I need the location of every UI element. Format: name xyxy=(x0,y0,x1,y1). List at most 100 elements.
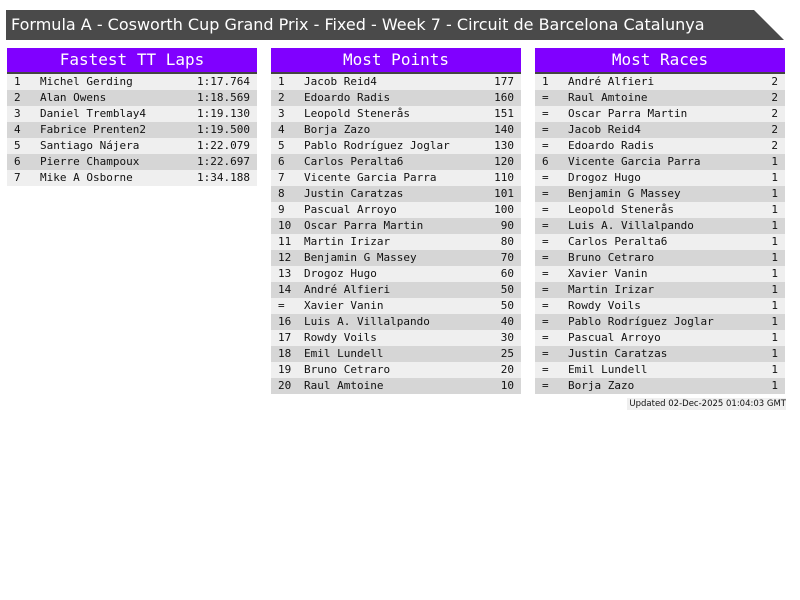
position-cell: 11 xyxy=(278,235,292,248)
driver-name-cell: Drogoz Hugo xyxy=(568,171,641,184)
value-cell: 110 xyxy=(494,171,514,184)
value-cell: 1 xyxy=(771,299,778,312)
table-row: 16 Luis A. Villalpando 40 xyxy=(271,314,521,330)
table-row: 12 Benjamin G Massey 70 xyxy=(271,250,521,266)
value-cell: 1 xyxy=(771,155,778,168)
driver-name-cell: Pablo Rodríguez Joglar xyxy=(568,315,714,328)
value-cell: 1 xyxy=(771,315,778,328)
position-cell: = xyxy=(542,187,549,200)
value-cell: 30 xyxy=(500,331,514,344)
position-cell: = xyxy=(542,331,549,344)
driver-name-cell: Oscar Parra Martin xyxy=(568,107,688,120)
table-row: 2 Alan Owens 1:18.569 xyxy=(7,90,257,106)
value-cell: 25 xyxy=(500,347,514,360)
position-cell: = xyxy=(278,299,285,312)
driver-name-cell: Justin Caratzas xyxy=(304,187,404,200)
driver-name-cell: Martin Irizar xyxy=(568,283,655,296)
position-cell: 3 xyxy=(278,107,285,120)
position-cell: = xyxy=(542,203,549,216)
table-row: 5 Pablo Rodríguez Joglar 130 xyxy=(271,138,521,154)
position-cell: 1 xyxy=(14,75,21,88)
position-cell: 20 xyxy=(278,379,292,392)
table-row: = Emil Lundell 1 xyxy=(535,362,785,378)
driver-name-cell: Justin Caratzas xyxy=(568,347,668,360)
position-cell: = xyxy=(542,171,549,184)
driver-name-cell: Michel Gerding xyxy=(40,75,133,88)
position-cell: 7 xyxy=(278,171,285,184)
value-cell: 140 xyxy=(494,123,514,136)
driver-name-cell: Jacob Reid4 xyxy=(304,75,377,88)
value-cell: 100 xyxy=(494,203,514,216)
value-cell: 1 xyxy=(771,331,778,344)
value-cell: 1:19.130 xyxy=(197,107,250,120)
value-cell: 1 xyxy=(771,171,778,184)
position-cell: = xyxy=(542,91,549,104)
value-cell: 50 xyxy=(500,283,514,296)
position-cell: 4 xyxy=(14,123,21,136)
driver-name-cell: André Alfieri xyxy=(304,283,391,296)
value-cell: 1:22.079 xyxy=(197,139,250,152)
table-row: 19 Bruno Cetraro 20 xyxy=(271,362,521,378)
table-row: 6 Pierre Champoux 1:22.697 xyxy=(7,154,257,170)
value-cell: 2 xyxy=(771,91,778,104)
value-cell: 2 xyxy=(771,107,778,120)
position-cell: = xyxy=(542,251,549,264)
driver-name-cell: Daniel Tremblay4 xyxy=(40,107,146,120)
driver-name-cell: Borja Zazo xyxy=(568,379,635,392)
position-cell: = xyxy=(542,267,549,280)
table-row: 13 Drogoz Hugo 60 xyxy=(271,266,521,282)
value-cell: 2 xyxy=(771,123,778,136)
table-row: = Oscar Parra Martin 2 xyxy=(535,106,785,122)
table-row: = Justin Caratzas 1 xyxy=(535,346,785,362)
value-cell: 1:17.764 xyxy=(197,75,250,88)
table-row: 1 Michel Gerding 1:17.764 xyxy=(7,74,257,90)
value-cell: 1:18.569 xyxy=(197,91,250,104)
position-cell: 6 xyxy=(278,155,285,168)
table-row: = Bruno Cetraro 1 xyxy=(535,250,785,266)
driver-name-cell: Pascual Arroyo xyxy=(304,203,397,216)
position-cell: 5 xyxy=(278,139,285,152)
driver-name-cell: Jacob Reid4 xyxy=(568,123,641,136)
value-cell: 1 xyxy=(771,379,778,392)
table-row: 3 Leopold Stenerås 151 xyxy=(271,106,521,122)
driver-name-cell: Xavier Vanin xyxy=(568,267,648,280)
driver-name-cell: Rowdy Voils xyxy=(568,299,641,312)
position-cell: 2 xyxy=(14,91,21,104)
table-row: 9 Pascual Arroyo 100 xyxy=(271,202,521,218)
position-cell: 5 xyxy=(14,139,21,152)
position-cell: 14 xyxy=(278,283,292,296)
table-row: = Edoardo Radis 2 xyxy=(535,138,785,154)
table-row: = Drogoz Hugo 1 xyxy=(535,170,785,186)
table-row: = Pascual Arroyo 1 xyxy=(535,330,785,346)
panel-heading: Most Races xyxy=(535,48,785,74)
position-cell: = xyxy=(542,379,549,392)
table-row: 7 Vicente Garcia Parra 110 xyxy=(271,170,521,186)
driver-name-cell: Pierre Champoux xyxy=(40,155,140,168)
driver-name-cell: Benjamin G Massey xyxy=(304,251,417,264)
value-cell: 70 xyxy=(500,251,514,264)
driver-name-cell: Pascual Arroyo xyxy=(568,331,661,344)
table-row: 14 André Alfieri 50 xyxy=(271,282,521,298)
driver-name-cell: Vicente Garcia Parra xyxy=(568,155,701,168)
value-cell: 1 xyxy=(771,267,778,280)
value-cell: 1:22.697 xyxy=(197,155,250,168)
table-row: 3 Daniel Tremblay4 1:19.130 xyxy=(7,106,257,122)
value-cell: 40 xyxy=(500,315,514,328)
page-title: Formula A - Cosworth Cup Grand Prix - Fi… xyxy=(6,10,784,40)
position-cell: = xyxy=(542,299,549,312)
value-cell: 177 xyxy=(494,75,514,88)
value-cell: 160 xyxy=(494,91,514,104)
table-row: = Luis A. Villalpando 1 xyxy=(535,218,785,234)
position-cell: 4 xyxy=(278,123,285,136)
table-row: 18 Emil Lundell 25 xyxy=(271,346,521,362)
driver-name-cell: Leopold Stenerås xyxy=(304,107,410,120)
value-cell: 1 xyxy=(771,235,778,248)
position-cell: 12 xyxy=(278,251,292,264)
driver-name-cell: Leopold Stenerås xyxy=(568,203,674,216)
driver-name-cell: Fabrice Prenten2 xyxy=(40,123,146,136)
position-cell: = xyxy=(542,363,549,376)
driver-name-cell: Mike A Osborne xyxy=(40,171,133,184)
position-cell: = xyxy=(542,123,549,136)
position-cell: = xyxy=(542,139,549,152)
position-cell: = xyxy=(542,235,549,248)
